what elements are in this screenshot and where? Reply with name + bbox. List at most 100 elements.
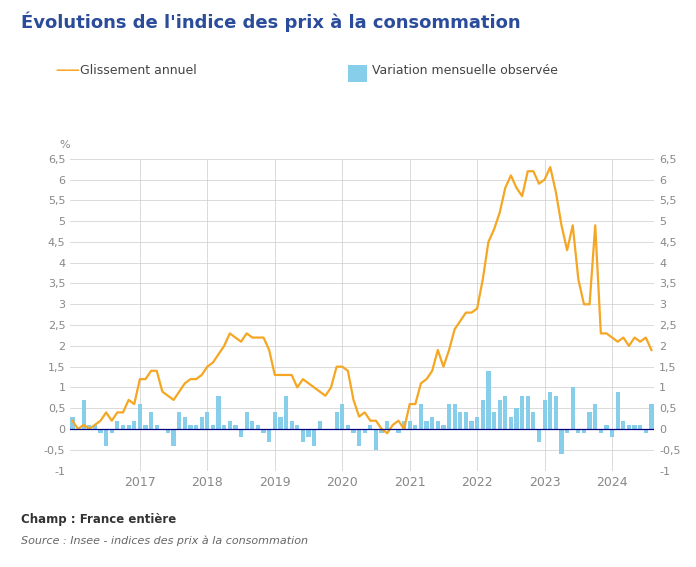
Bar <box>267 429 271 442</box>
Bar <box>525 396 530 429</box>
Bar <box>622 421 626 429</box>
Bar <box>211 425 215 429</box>
Text: Évolutions de l'indice des prix à la consommation: Évolutions de l'indice des prix à la con… <box>21 11 521 32</box>
Bar <box>295 425 299 429</box>
Bar <box>363 429 367 433</box>
Bar <box>256 425 260 429</box>
Bar <box>560 429 564 454</box>
Bar <box>469 421 474 429</box>
Bar <box>93 425 97 429</box>
Bar <box>487 371 491 429</box>
Bar <box>262 429 266 433</box>
Bar <box>379 429 383 433</box>
Bar <box>278 417 283 429</box>
Bar <box>475 417 480 429</box>
Bar <box>70 417 74 429</box>
Bar <box>537 429 541 442</box>
Bar <box>317 421 322 429</box>
Text: Source : Insee - indices des prix à la consommation: Source : Insee - indices des prix à la c… <box>21 536 308 547</box>
Bar <box>649 404 654 429</box>
Bar <box>138 404 142 429</box>
Bar <box>166 429 170 433</box>
Bar <box>402 421 406 429</box>
Bar <box>132 421 136 429</box>
Bar <box>464 412 468 429</box>
Bar <box>481 400 485 429</box>
Bar <box>436 421 440 429</box>
Bar <box>425 421 429 429</box>
Bar <box>284 396 288 429</box>
Bar <box>368 425 372 429</box>
Bar <box>110 429 114 433</box>
Bar <box>615 392 620 429</box>
Bar <box>143 425 148 429</box>
Bar <box>638 425 642 429</box>
Bar <box>177 412 182 429</box>
Bar <box>104 429 109 446</box>
Bar <box>498 400 502 429</box>
Bar <box>233 425 237 429</box>
Bar <box>542 400 547 429</box>
Bar <box>627 425 631 429</box>
Bar <box>565 429 569 433</box>
Bar <box>587 412 592 429</box>
Bar <box>509 417 513 429</box>
Bar <box>633 425 637 429</box>
Bar <box>335 412 339 429</box>
Bar <box>244 412 248 429</box>
Bar <box>81 400 86 429</box>
Bar <box>396 429 401 433</box>
Bar <box>273 412 277 429</box>
Text: ——: —— <box>56 65 81 77</box>
Bar <box>452 404 457 429</box>
Bar <box>441 425 445 429</box>
Bar <box>346 425 350 429</box>
Bar <box>408 421 412 429</box>
Bar <box>374 429 378 450</box>
Bar <box>576 429 580 433</box>
Text: Glissement annuel: Glissement annuel <box>80 65 197 77</box>
Bar <box>385 421 389 429</box>
Bar <box>155 425 159 429</box>
Bar <box>205 412 209 429</box>
Text: Champ : France entière: Champ : France entière <box>21 513 176 526</box>
Bar <box>250 421 255 429</box>
Bar <box>149 412 153 429</box>
Bar <box>492 412 496 429</box>
Bar <box>216 396 221 429</box>
Bar <box>312 429 316 446</box>
Bar <box>582 429 586 433</box>
Bar <box>127 425 131 429</box>
Bar <box>98 429 102 433</box>
Bar <box>413 425 418 429</box>
Bar <box>183 417 187 429</box>
Bar <box>644 429 648 433</box>
Bar <box>121 425 125 429</box>
Bar <box>116 421 120 429</box>
Bar <box>430 417 434 429</box>
Bar <box>228 421 232 429</box>
Bar <box>419 404 423 429</box>
Bar <box>340 404 345 429</box>
Bar <box>357 429 361 446</box>
Bar <box>458 412 462 429</box>
Bar <box>306 429 310 437</box>
Bar <box>593 404 597 429</box>
Bar <box>189 425 193 429</box>
Bar <box>610 429 614 437</box>
Bar <box>604 425 608 429</box>
Bar <box>599 429 603 433</box>
Bar <box>87 425 91 429</box>
Bar <box>554 396 558 429</box>
Bar <box>301 429 305 442</box>
Bar <box>194 425 198 429</box>
Bar <box>520 396 524 429</box>
Bar <box>514 408 519 429</box>
Bar <box>171 429 175 446</box>
Bar <box>290 421 294 429</box>
Bar <box>531 412 535 429</box>
Bar <box>351 429 356 433</box>
Bar <box>239 429 243 437</box>
Bar <box>548 392 553 429</box>
Bar <box>222 425 226 429</box>
